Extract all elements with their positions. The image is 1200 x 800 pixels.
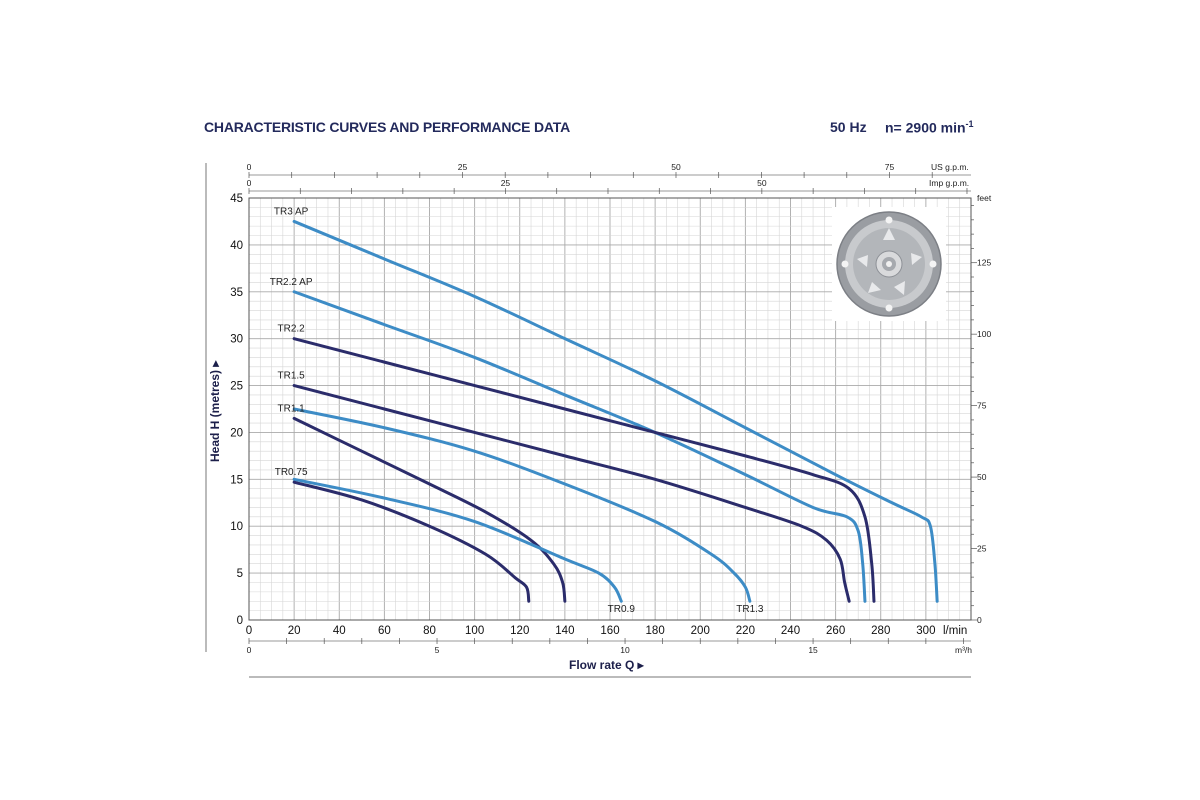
y-tick-label: 0: [237, 615, 243, 627]
m3h-tick-label: 5: [435, 645, 440, 655]
series-label: TR2.2 AP: [270, 277, 313, 288]
series-label: TR0.9: [608, 604, 636, 615]
y-tick-label: 15: [230, 474, 243, 486]
x-axis-title: Flow rate Q ▸: [569, 658, 645, 672]
m3h-unit-label: m³/h: [955, 645, 972, 655]
y-tick-label: 10: [230, 521, 243, 533]
x-tick-label: 80: [423, 625, 436, 637]
series-label: TR0.75: [275, 467, 308, 478]
x-tick-label: 300: [916, 625, 935, 637]
speed-label: n= 2900 min-1: [885, 119, 974, 136]
series-label: TR1.3: [736, 604, 764, 615]
us-gpm-tick-label: 25: [458, 162, 468, 172]
series-label: TR1.5: [278, 371, 306, 382]
y-tick-label: 5: [237, 568, 243, 580]
y-tick-label: 20: [230, 427, 243, 439]
x-tick-label: 100: [465, 625, 484, 637]
x-tick-label: 20: [288, 625, 301, 637]
y-tick-label: 30: [230, 334, 243, 346]
frequency-label: 50 Hz: [830, 119, 867, 135]
feet-tick-label: 100: [977, 329, 991, 339]
x-tick-label: 120: [510, 625, 529, 637]
speed-text: n= 2900 min: [885, 119, 966, 136]
imp-gpm-tick-label: 50: [757, 178, 767, 188]
x-tick-label: 180: [646, 625, 665, 637]
y-tick-label: 35: [230, 287, 243, 299]
x-unit-label: l/min: [943, 625, 967, 637]
x-tick-label: 220: [736, 625, 755, 637]
series-label: TR1.1: [278, 403, 306, 414]
x-tick-label: 240: [781, 625, 800, 637]
y-tick-label: 45: [230, 193, 243, 205]
us-gpm-tick-label: 75: [885, 162, 895, 172]
feet-tick-label: 125: [977, 258, 991, 268]
y-tick-label: 25: [230, 381, 243, 393]
impeller-photo: [832, 207, 946, 321]
impeller-image: [832, 207, 946, 321]
x-tick-label: 260: [826, 625, 845, 637]
x-tick-label: 40: [333, 625, 346, 637]
y-tick-label: 40: [230, 240, 243, 252]
feet-tick-label: 75: [977, 401, 987, 411]
y-axis-title: Head H (metres) ▸: [208, 360, 222, 462]
series-curve-tr0-75: [292, 480, 531, 603]
us-gpm-tick-label: 50: [671, 162, 681, 172]
x-tick-label: 280: [871, 625, 890, 637]
series-curve-tr1-5: [292, 384, 851, 603]
series-label: TR2.2: [278, 324, 306, 335]
speed-superscript: -1: [965, 119, 974, 129]
imp-gpm-unit-label: Imp g.p.m.: [929, 178, 969, 188]
series-curve-tr0-9: [292, 477, 623, 603]
m3h-tick-label: 0: [247, 645, 252, 655]
plot-frame: [248, 197, 972, 621]
chart-title: CHARACTERISTIC CURVES AND PERFORMANCE DA…: [204, 119, 570, 135]
us-gpm-unit-label: US g.p.m.: [931, 162, 969, 172]
imp-gpm-tick-label: 0: [247, 178, 252, 188]
series-curve-tr1-1: [292, 416, 567, 603]
us-gpm-tick-label: 0: [247, 162, 252, 172]
feet-tick-label: 0: [977, 615, 982, 625]
feet-unit-label: feet: [977, 193, 992, 203]
series-label: TR3 AP: [274, 206, 309, 217]
x-tick-label: 140: [555, 625, 574, 637]
series-curve-tr2-2-ap: [292, 290, 867, 603]
series-curve-tr2-2: [292, 337, 876, 603]
series-labels: TR3 AP TR2.2 AP TR2.2 TR1.5 TR1.3 TR1.1 TR0.9 T…: [270, 206, 764, 615]
x-tick-label: 160: [600, 625, 619, 637]
m3h-tick-label: 15: [808, 645, 818, 655]
x-tick-label: 0: [246, 625, 252, 637]
imp-gpm-tick-label: 25: [501, 178, 511, 188]
m3h-tick-label: 10: [620, 645, 630, 655]
x-tick-label: 200: [691, 625, 710, 637]
series-curve-tr1-3: [292, 407, 752, 603]
feet-tick-label: 25: [977, 544, 987, 554]
x-tick-label: 60: [378, 625, 391, 637]
series-curve-tr3-ap: [292, 219, 939, 603]
feet-tick-label: 50: [977, 472, 987, 482]
chart-series: [292, 219, 939, 603]
